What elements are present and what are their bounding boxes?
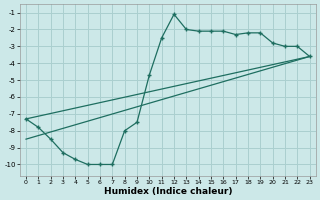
X-axis label: Humidex (Indice chaleur): Humidex (Indice chaleur) [104,187,232,196]
